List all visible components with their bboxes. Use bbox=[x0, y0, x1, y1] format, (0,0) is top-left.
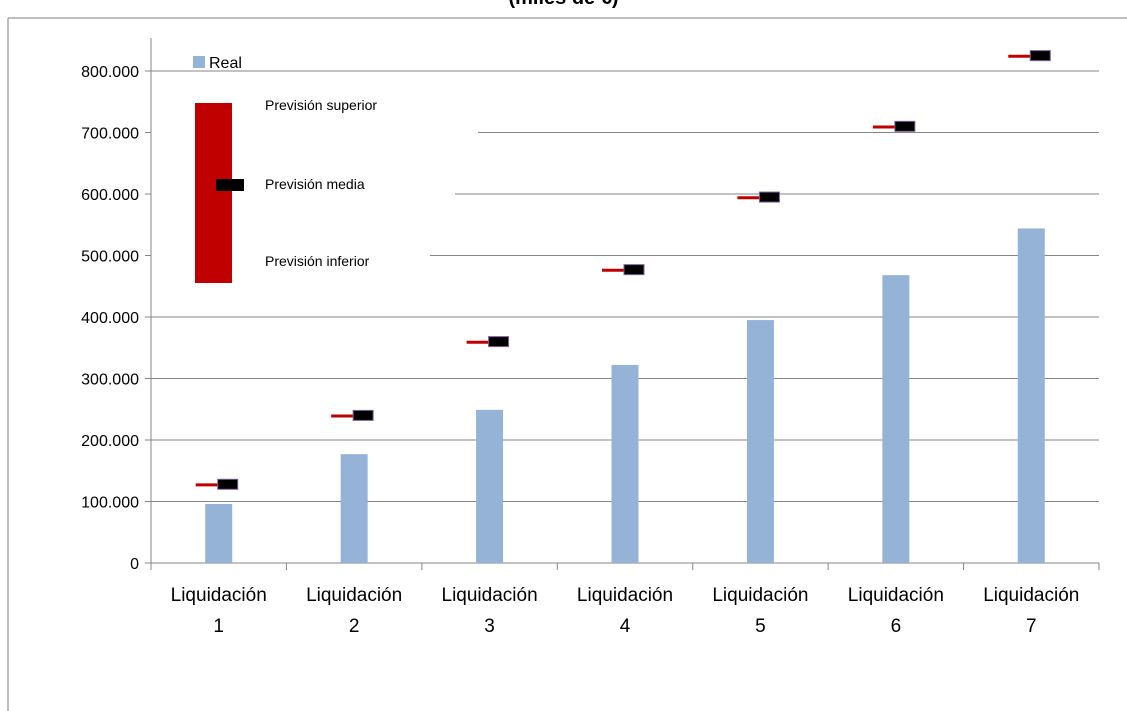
bars bbox=[205, 228, 1045, 563]
legend-forecast-mid-marker bbox=[216, 179, 244, 191]
legend-forecast-range-box bbox=[195, 103, 232, 283]
y-tick-label: 300.000 bbox=[81, 372, 139, 389]
legend-upper-label: Previsión superior bbox=[265, 97, 377, 113]
x-tick-label: 7 bbox=[1026, 616, 1037, 637]
bar-real bbox=[205, 503, 233, 563]
legend-lower-label: Previsión inferior bbox=[265, 253, 370, 269]
x-tick-label: 3 bbox=[484, 616, 495, 637]
forecast-mid-marker bbox=[217, 478, 239, 490]
y-tick-label: 0 bbox=[130, 556, 139, 573]
bar-real bbox=[611, 364, 639, 563]
forecast-mid-marker bbox=[1029, 50, 1051, 62]
x-tick-label: 1 bbox=[213, 616, 224, 637]
x-tick-label: Liquidación bbox=[442, 585, 538, 606]
y-tick-labels: 0 100.000 200.000 300.000 400.000 500.000 600.… bbox=[81, 64, 139, 573]
x-tick-label: 2 bbox=[349, 616, 360, 637]
y-tick-label: 400.000 bbox=[81, 310, 139, 327]
y-tick-label: 100.000 bbox=[81, 495, 139, 512]
y-tick-label: 600.000 bbox=[81, 187, 139, 204]
bar-real bbox=[882, 275, 910, 563]
y-tick-label: 200.000 bbox=[81, 433, 139, 450]
bar-real bbox=[476, 409, 504, 563]
x-tick-label: 6 bbox=[891, 616, 902, 637]
x-tick-label: Liquidación bbox=[577, 585, 673, 606]
x-tick-label: Liquidación bbox=[712, 585, 808, 606]
legend-real-label: Real bbox=[209, 55, 242, 72]
forecast-markers bbox=[195, 50, 1051, 490]
x-tick-label: Liquidación bbox=[983, 585, 1079, 606]
x-tick-label: 4 bbox=[620, 616, 631, 637]
x-tick-label: Liquidación bbox=[171, 585, 267, 606]
bar-real bbox=[746, 320, 774, 563]
legend: Real Previsión superior Previsión media … bbox=[193, 55, 377, 283]
bar-real bbox=[1017, 228, 1045, 563]
legend-mid-label: Previsión media bbox=[265, 176, 365, 192]
forecast-mid-marker bbox=[352, 409, 374, 421]
x-tick-labels: Liquidación 1 Liquidación 2 Liquidación 3 Liqu… bbox=[171, 585, 1080, 637]
y-tick-label: 800.000 bbox=[81, 64, 139, 81]
gridlines bbox=[151, 70, 1099, 502]
y-tick-label: 700.000 bbox=[81, 126, 139, 143]
legend-real-swatch bbox=[193, 56, 205, 68]
chart-title: (miles de €) bbox=[0, 0, 1127, 10]
forecast-mid-marker bbox=[623, 264, 645, 276]
bar-real bbox=[340, 454, 368, 563]
y-tick-label: 500.000 bbox=[81, 249, 139, 266]
forecast-mid-marker bbox=[758, 191, 780, 203]
x-tick-label: 5 bbox=[755, 616, 766, 637]
forecast-mid-marker bbox=[894, 120, 916, 132]
x-tick-label: Liquidación bbox=[848, 585, 944, 606]
x-tick-label: Liquidación bbox=[306, 585, 402, 606]
forecast-mid-marker bbox=[488, 336, 510, 348]
